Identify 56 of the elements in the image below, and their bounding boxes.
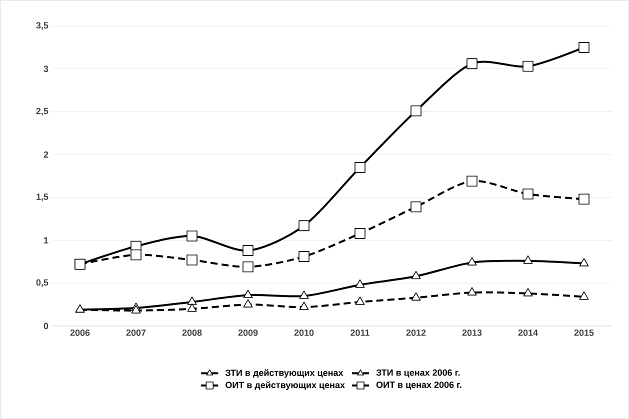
point — [410, 201, 422, 212]
point — [523, 255, 533, 264]
point — [186, 254, 198, 266]
x-tick-label: 2010 — [294, 330, 314, 336]
point — [354, 228, 366, 239]
point — [410, 105, 422, 116]
y-tick-label: 2,5 — [36, 108, 48, 116]
legend-label: ОИТ в действующих ценах — [226, 381, 345, 390]
x-tick-label: 2007 — [126, 330, 146, 336]
point — [411, 270, 421, 280]
point — [187, 303, 197, 312]
point — [411, 292, 421, 301]
point — [466, 58, 478, 70]
y-tick-label: 3,5 — [36, 22, 48, 30]
point — [579, 258, 589, 266]
x-tick-label: 2009 — [238, 330, 258, 336]
y-tick-label: 1 — [44, 237, 48, 244]
point — [130, 249, 142, 260]
x-tick-label: 2008 — [182, 330, 202, 336]
point — [467, 257, 477, 266]
point — [298, 220, 310, 232]
x-tick-label: 2015 — [574, 330, 594, 336]
x-tick-label: 2012 — [406, 330, 426, 336]
point — [522, 60, 534, 72]
legend-label: ЗТИ в ценах 2006 г. — [376, 369, 460, 378]
point — [186, 230, 198, 242]
y-tick-label: 0 — [44, 322, 48, 330]
point — [298, 251, 310, 262]
x-tick-label: 2013 — [462, 330, 482, 336]
point — [467, 287, 477, 296]
point — [578, 42, 590, 53]
point — [523, 288, 533, 296]
legend-label: ЗТИ в действующих ценах — [225, 369, 344, 378]
point — [522, 188, 534, 200]
point — [578, 194, 590, 205]
point — [355, 279, 365, 288]
point — [579, 291, 589, 300]
x-tick-label: 2014 — [518, 330, 538, 336]
y-tick-label: 0,5 — [36, 279, 48, 287]
y-tick-label: 2 — [44, 151, 48, 158]
point — [466, 176, 478, 187]
y-tick-label: 3 — [44, 66, 48, 72]
point — [187, 296, 197, 305]
point — [242, 261, 254, 272]
point — [242, 245, 254, 256]
x-tick-label: 2011 — [350, 330, 370, 336]
point — [299, 302, 309, 310]
point — [243, 299, 253, 308]
point — [354, 162, 366, 173]
x-tick-label: 2006 — [70, 330, 90, 336]
point — [243, 290, 253, 298]
point — [131, 305, 141, 314]
y-tick-label: 1,5 — [36, 194, 48, 202]
point — [355, 296, 365, 305]
point — [299, 290, 309, 299]
legend-label: ОИТ в ценах 2006 г. — [376, 382, 462, 390]
